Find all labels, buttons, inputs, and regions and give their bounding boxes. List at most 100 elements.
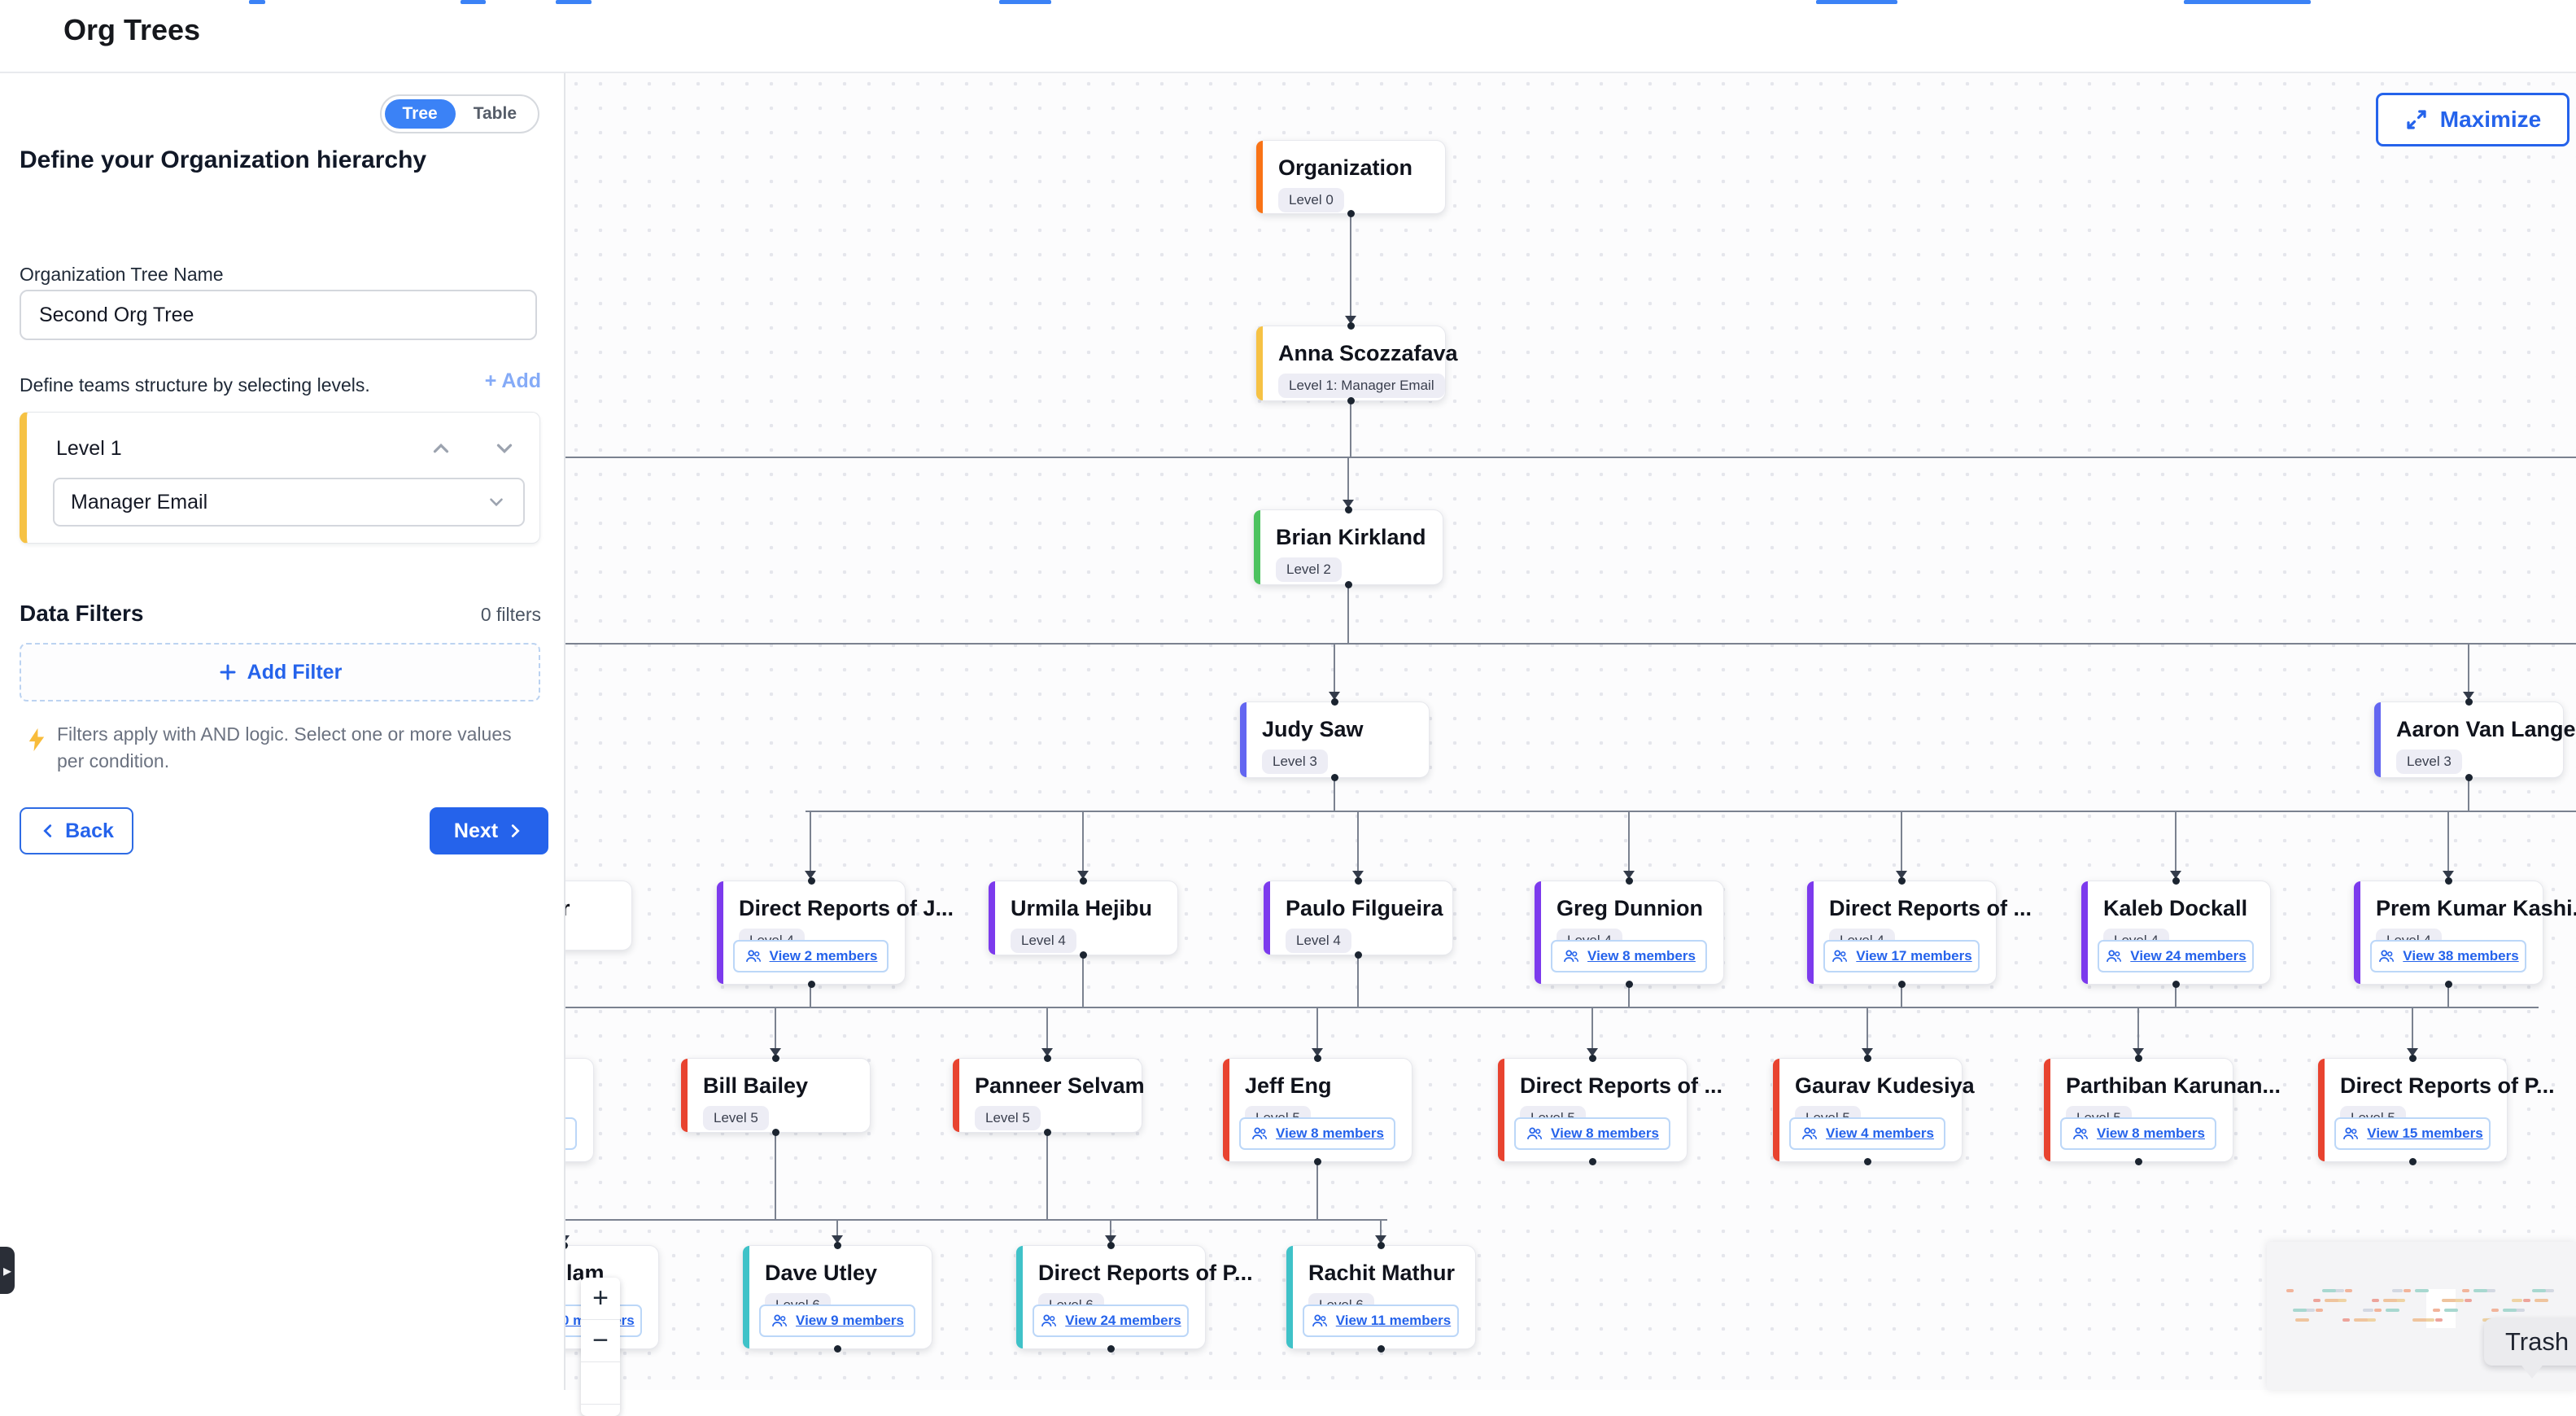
- org-node-paulo-filgueira[interactable]: Paulo Filgueira Level 4: [1263, 877, 1453, 959]
- add-level-button[interactable]: + Add: [484, 369, 541, 392]
- org-node-jeff-eng[interactable]: Jeff Eng Level 5 View 8 members: [1222, 1055, 1412, 1165]
- level-card-title: Level 1: [56, 437, 122, 460]
- minimap-node-mark: [2532, 1289, 2546, 1292]
- zoom-in-button[interactable]: +: [581, 1278, 620, 1320]
- level-accent-bar: [953, 1059, 959, 1132]
- org-node-l4-clipped[interactable]: r: [564, 881, 632, 951]
- people-icon: [772, 1314, 788, 1326]
- level-field-select[interactable]: Manager Email: [53, 478, 525, 527]
- org-node-urmila-hejibu[interactable]: Urmila Hejibu Level 4: [988, 877, 1178, 959]
- trash-tooltip-pointer: [2519, 1362, 2545, 1379]
- connection-handle: [1044, 1129, 1051, 1136]
- org-node-bill-bailey[interactable]: Bill Bailey Level 5: [680, 1055, 871, 1136]
- view-members-label: View 2 members: [769, 948, 878, 964]
- view-members-button[interactable]: View 8 members: [2060, 1117, 2216, 1150]
- connection-handle: [1626, 981, 1633, 988]
- org-node-l5-clipped[interactable]: [564, 1058, 594, 1162]
- view-members-label: View 38 members: [2403, 948, 2519, 964]
- tree-connector-line: [564, 643, 2576, 645]
- view-members-button[interactable]: View 15 members: [2334, 1117, 2491, 1150]
- node-title: Jeff Eng: [1245, 1073, 1332, 1098]
- org-node-brian-kirkland[interactable]: Brian Kirkland Level 2: [1253, 506, 1443, 588]
- move-level-up-button[interactable]: [427, 435, 455, 463]
- org-node-direct-reports-p-l6[interactable]: Direct Reports of P... Level 6 View 24 m…: [1015, 1242, 1253, 1353]
- minimap-node-mark: [2503, 1309, 2517, 1312]
- view-members-button[interactable]: View 24 members: [2098, 940, 2254, 972]
- level-field-value: Manager Email: [71, 490, 208, 514]
- view-members-button[interactable]: View 4 members: [1789, 1117, 1945, 1150]
- tree-connector-line: [1082, 811, 1084, 879]
- view-members-button[interactable]: View 8 members: [1239, 1117, 1395, 1150]
- view-members-button[interactable]: View 8 members: [1551, 940, 1707, 972]
- move-level-down-button[interactable]: [491, 435, 518, 463]
- level-accent-bar: [2374, 702, 2381, 777]
- view-members-button[interactable]: View 9 members: [759, 1305, 915, 1337]
- org-node-direct-reports-l5[interactable]: Direct Reports of ... Level 5 View 8 mem…: [1497, 1055, 1722, 1165]
- view-members-label: View 8 members: [1551, 1125, 1659, 1141]
- view-members-label: View 17 members: [1856, 948, 1972, 964]
- org-node-direct-reports-j[interactable]: Direct Reports of J... Level 4 View 2 me…: [716, 877, 954, 988]
- connection-handle: [834, 1345, 841, 1353]
- people-icon: [1041, 1314, 1057, 1326]
- org-node-direct-reports-p-l5[interactable]: Direct Reports of P... Level 5 View 15 m…: [2317, 1055, 2555, 1165]
- connection-handle: [1345, 581, 1352, 588]
- view-members-label: View 24 members: [1065, 1313, 1181, 1328]
- org-node-panneer-selvam[interactable]: Panneer Selvam Level 5: [952, 1055, 1145, 1136]
- minimap-node-mark: [2473, 1289, 2487, 1292]
- node-title: Direct Reports of J...: [739, 896, 954, 920]
- org-node-kaleb-dockall[interactable]: Kaleb Dockall Level 4 View 24 members: [2080, 877, 2271, 988]
- minimap-node-mark: [2415, 1289, 2429, 1292]
- maximize-button[interactable]: Maximize: [2376, 93, 2569, 146]
- level-accent-bar: [1016, 1246, 1023, 1348]
- tree-connector-line: [564, 457, 2576, 458]
- org-node-organization[interactable]: Organization Level 0: [1255, 140, 1446, 217]
- tree-connector-line: [1628, 811, 1630, 879]
- next-button[interactable]: Next: [430, 807, 548, 854]
- view-members-label: View 11 members: [1335, 1313, 1452, 1328]
- org-node-rachit-mathur[interactable]: Rachit Mathur Level 6 View 11 members: [1286, 1242, 1476, 1353]
- panel-collapse-handle[interactable]: ▸: [0, 1247, 15, 1294]
- tree-connector-line: [810, 811, 811, 879]
- people-icon: [1802, 1127, 1818, 1139]
- minimap-node-mark: [2523, 1299, 2530, 1302]
- org-node-greg-dunnion[interactable]: Greg Dunnion Level 4 View 8 members: [1534, 877, 1724, 988]
- toggle-table[interactable]: Table: [473, 104, 517, 123]
- zoom-fit-button[interactable]: [581, 1362, 620, 1405]
- view-members-button[interactable]: View 17 members: [1823, 940, 1980, 972]
- org-node-gaurav-kudesiya[interactable]: Gaurav Kudesiya Level 5 View 4 members: [1772, 1055, 1975, 1165]
- org-node-parthiban-karunan[interactable]: Parthiban Karunan... Level 5 View 8 memb…: [2043, 1055, 2281, 1165]
- level-accent-bar: [1773, 1059, 1779, 1161]
- org-node-aaron-van-langen[interactable]: Aaron Van Langen Level 3: [2373, 698, 2576, 781]
- level-accent-bar: [1807, 881, 1814, 984]
- connection-handle: [772, 1055, 779, 1062]
- zoom-out-button[interactable]: −: [581, 1320, 620, 1362]
- arrowhead-icon: [832, 1235, 843, 1243]
- people-icon: [745, 950, 761, 962]
- tree-name-input[interactable]: [20, 290, 537, 340]
- view-members-button[interactable]: View 24 members: [1033, 1305, 1189, 1337]
- minimap-node-mark: [2313, 1299, 2321, 1302]
- view-members-button[interactable]: View 38 members: [2370, 940, 2526, 972]
- org-node-judy-saw[interactable]: Judy Saw Level 3: [1239, 698, 1430, 781]
- minimap-node-mark: [2325, 1299, 2338, 1302]
- org-node-dave-utley[interactable]: Dave Utley Level 6 View 9 members: [742, 1242, 932, 1353]
- connection-handle: [1626, 877, 1633, 885]
- view-members-button[interactable]: View 2 members: [733, 940, 889, 972]
- view-members-label: View 8 members: [1587, 948, 1696, 964]
- arrowhead-icon: [1312, 1048, 1323, 1056]
- org-node-direct-reports-l4[interactable]: Direct Reports of ... Level 4 View 17 me…: [1806, 877, 2032, 988]
- people-icon: [2343, 1127, 2359, 1139]
- org-node-anna-scozzafava[interactable]: Anna Scozzafava Level 1: Manager Email: [1255, 322, 1458, 404]
- view-members-button[interactable]: [564, 1117, 577, 1150]
- back-button[interactable]: Back: [20, 807, 133, 854]
- connection-handle: [834, 1242, 841, 1249]
- view-members-button[interactable]: View 11 members: [1303, 1305, 1459, 1337]
- view-members-button[interactable]: View 8 members: [1514, 1117, 1670, 1150]
- add-filter-button[interactable]: Add Filter: [20, 643, 540, 701]
- org-tree-canvas[interactable]: Organization Level 0 Anna Scozzafava Lev…: [564, 72, 2576, 1390]
- minimap-node-mark: [2395, 1299, 2405, 1302]
- toggle-tree[interactable]: Tree: [384, 99, 456, 129]
- org-node-prem-kumar-kashi[interactable]: Prem Kumar Kashi... Level 4 View 38 memb…: [2353, 877, 2576, 988]
- chevron-down-icon: [490, 498, 503, 507]
- arrowhead-icon: [1587, 1048, 1598, 1056]
